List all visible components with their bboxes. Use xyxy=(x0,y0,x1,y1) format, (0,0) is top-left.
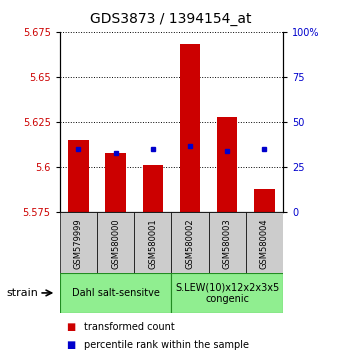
Bar xyxy=(209,212,246,274)
Text: S.LEW(10)x12x2x3x5
congenic: S.LEW(10)x12x2x3x5 congenic xyxy=(175,282,279,304)
Text: ■: ■ xyxy=(66,322,76,332)
Text: ■: ■ xyxy=(66,340,76,350)
Bar xyxy=(180,45,200,212)
Text: GDS3873 / 1394154_at: GDS3873 / 1394154_at xyxy=(90,12,251,27)
Bar xyxy=(97,212,134,274)
Bar xyxy=(105,153,126,212)
Text: percentile rank within the sample: percentile rank within the sample xyxy=(84,340,249,350)
Text: transformed count: transformed count xyxy=(84,322,174,332)
Bar xyxy=(172,212,209,274)
Bar xyxy=(254,189,275,212)
Text: GSM579999: GSM579999 xyxy=(74,218,83,269)
Text: GSM580003: GSM580003 xyxy=(223,218,232,269)
Bar xyxy=(246,212,283,274)
Bar xyxy=(68,140,89,212)
Bar xyxy=(60,273,172,313)
Text: strain: strain xyxy=(7,288,39,298)
Bar xyxy=(134,212,172,274)
Text: GSM580004: GSM580004 xyxy=(260,218,269,269)
Text: GSM580002: GSM580002 xyxy=(186,218,194,269)
Bar xyxy=(172,273,283,313)
Bar xyxy=(217,117,237,212)
Bar xyxy=(60,212,97,274)
Text: Dahl salt-sensitve: Dahl salt-sensitve xyxy=(72,288,160,298)
Text: GSM580000: GSM580000 xyxy=(111,218,120,269)
Text: GSM580001: GSM580001 xyxy=(148,218,157,269)
Bar xyxy=(143,165,163,212)
